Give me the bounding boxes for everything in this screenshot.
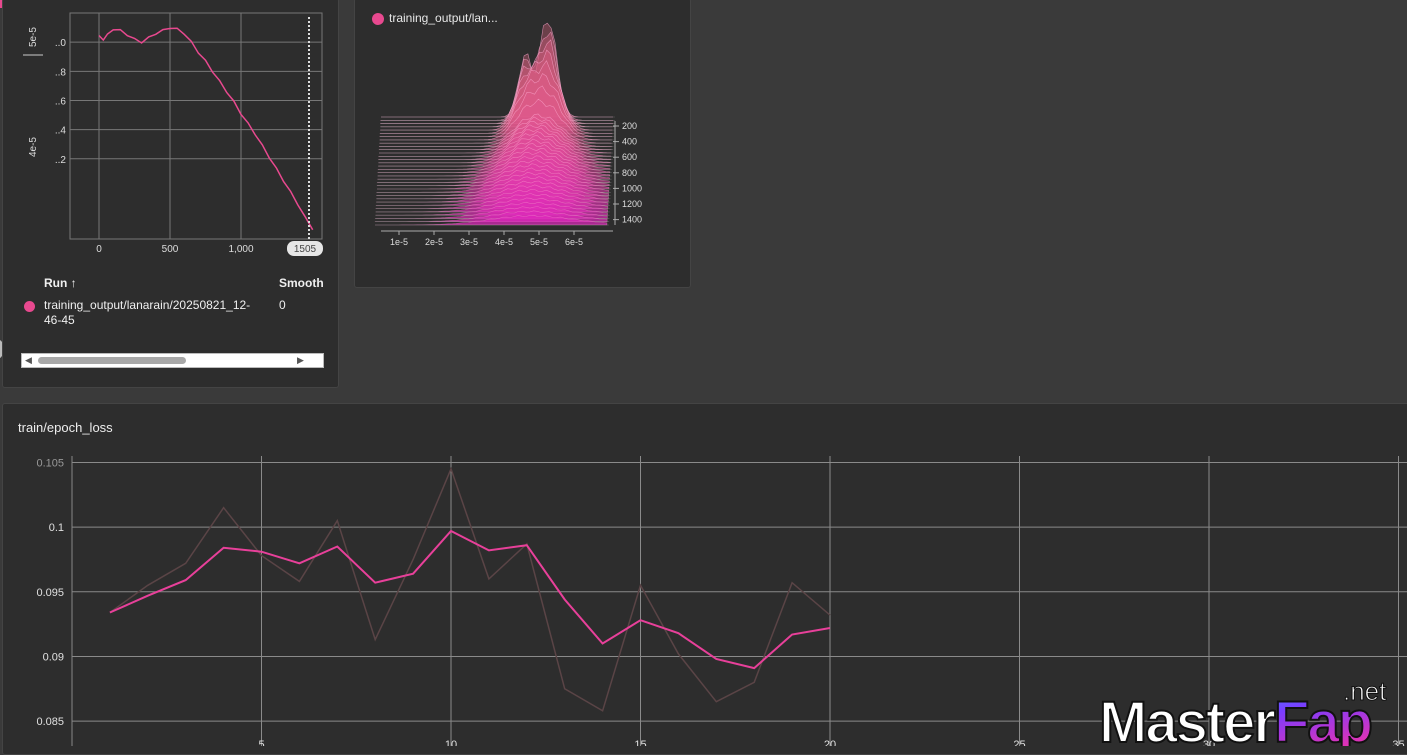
y-tick-label: ..2 — [55, 155, 67, 166]
run-color-dot[interactable] — [24, 301, 35, 312]
y-tick-label: ..0 — [55, 38, 67, 49]
epoch-loss-chart: 0.105 0.1 0.095 0.09 0.085 5 10 15 20 25 30 35 — [36, 456, 1407, 746]
step-tick-label: 1400 — [622, 215, 642, 225]
lr-chart-card: ..0 ..8 ..6 ..4 ..2 5e-5 4e-5 0 500 1,000 1505 R… — [2, 0, 339, 388]
x-tick-label: 10 — [445, 739, 457, 746]
step-tick-label: 800 — [622, 168, 637, 178]
step-tick-label: 1200 — [622, 199, 642, 209]
epoch-loss-card — [2, 403, 1407, 755]
run-smoothing-value: 0 — [279, 298, 286, 312]
histogram-ridge — [379, 124, 612, 154]
histogram-ridge — [380, 60, 613, 131]
table-header-run[interactable]: Run ↑ — [44, 276, 77, 290]
x-tick-label: 30 — [1203, 739, 1215, 746]
y-tick-label: ..8 — [55, 67, 67, 78]
histogram-ridge — [379, 113, 612, 144]
x-tick-label: 15 — [634, 739, 646, 746]
step-tick-label: 400 — [622, 137, 637, 147]
x-tick-label: 500 — [162, 244, 179, 255]
x-tick-label: 1,000 — [228, 244, 253, 255]
y-tick-label: 0.1 — [49, 522, 64, 534]
histogram-ridge — [380, 31, 614, 121]
y-tick-label: 0.105 — [36, 457, 64, 469]
scroll-left-arrow-icon[interactable]: ◀ — [25, 355, 32, 365]
run-name-line1: training_output/lanarain/20250821_12- — [44, 298, 251, 312]
hover-step-badge — [287, 241, 323, 256]
scrollbar-thumb[interactable] — [38, 357, 186, 364]
x-tick-label: 6e-5 — [565, 237, 583, 247]
svg-text:.net: .net — [1343, 680, 1387, 706]
horizontal-scrollbar[interactable]: ◀ ▶ — [21, 353, 324, 368]
y-tick-label: ..4 — [55, 126, 67, 137]
histogram-ridge — [381, 22, 613, 118]
legend-run-label: training_output/lan... — [389, 11, 498, 25]
lr-chart: ..0 ..8 ..6 ..4 ..2 5e-5 4e-5 0 500 1,000 1505 — [23, 12, 323, 256]
x-tick-label: 1e-5 — [390, 237, 408, 247]
x-tick-label: 0 — [96, 244, 102, 255]
y-axis-magnitude-label: 5e-5 — [28, 27, 39, 47]
y-axis-magnitude-label: 4e-5 — [28, 137, 39, 157]
loss-raw-series-line — [109, 466, 831, 712]
histogram-ridge — [379, 73, 613, 134]
table-header-smoothing[interactable]: Smooth — [279, 276, 324, 290]
legend-run-dot — [372, 13, 384, 25]
y-tick-label: 0.09 — [43, 651, 64, 663]
svg-text:MasterFap: MasterFap — [1099, 690, 1372, 746]
step-tick-label: 600 — [622, 152, 637, 162]
x-tick-label: 35 — [1392, 739, 1404, 746]
step-tick-label: 200 — [622, 121, 637, 131]
histogram-ridge — [379, 39, 614, 124]
plot-frame — [69, 12, 323, 240]
histogram-chart: 1e-5 2e-5 3e-5 4e-5 5e-5 6e-5 200 400 600 800 100… — [374, 22, 642, 247]
histogram-ridge — [375, 214, 608, 226]
hover-step-value: 1505 — [294, 244, 317, 255]
run-name-line2: 46-45 — [44, 313, 75, 327]
x-tick-label: 2e-5 — [425, 237, 443, 247]
watermark-logo: MasterFap .net — [1098, 680, 1388, 746]
x-tick-label: 25 — [1013, 739, 1025, 746]
x-tick-label: 3e-5 — [460, 237, 478, 247]
run-name: training_output/lanarain/20250821_12- 46… — [44, 298, 274, 328]
x-tick-label: 5e-5 — [530, 237, 548, 247]
lr-series-line — [98, 27, 314, 231]
histogram-ridge — [380, 49, 613, 128]
histogram-ridge — [379, 85, 613, 137]
histogram-ridge — [378, 116, 612, 147]
scroll-right-arrow-icon[interactable]: ▶ — [297, 355, 304, 365]
step-tick-label: 1000 — [622, 183, 642, 193]
histogram-card: training_output/lan... 1e-5 2e-5 3e-5 4e-5 5… — [354, 0, 691, 288]
x-tick-label: 20 — [824, 739, 836, 746]
x-tick-label: 5 — [258, 739, 264, 746]
histogram-ridge — [378, 120, 612, 151]
x-tick-label: 4e-5 — [495, 237, 513, 247]
loss-smoothed-series-line — [109, 529, 831, 670]
y-tick-label: ..6 — [55, 96, 67, 107]
y-tick-label: 0.095 — [36, 587, 64, 599]
y-tick-label: 0.085 — [36, 716, 64, 728]
chart-title: train/epoch_loss — [18, 420, 113, 435]
